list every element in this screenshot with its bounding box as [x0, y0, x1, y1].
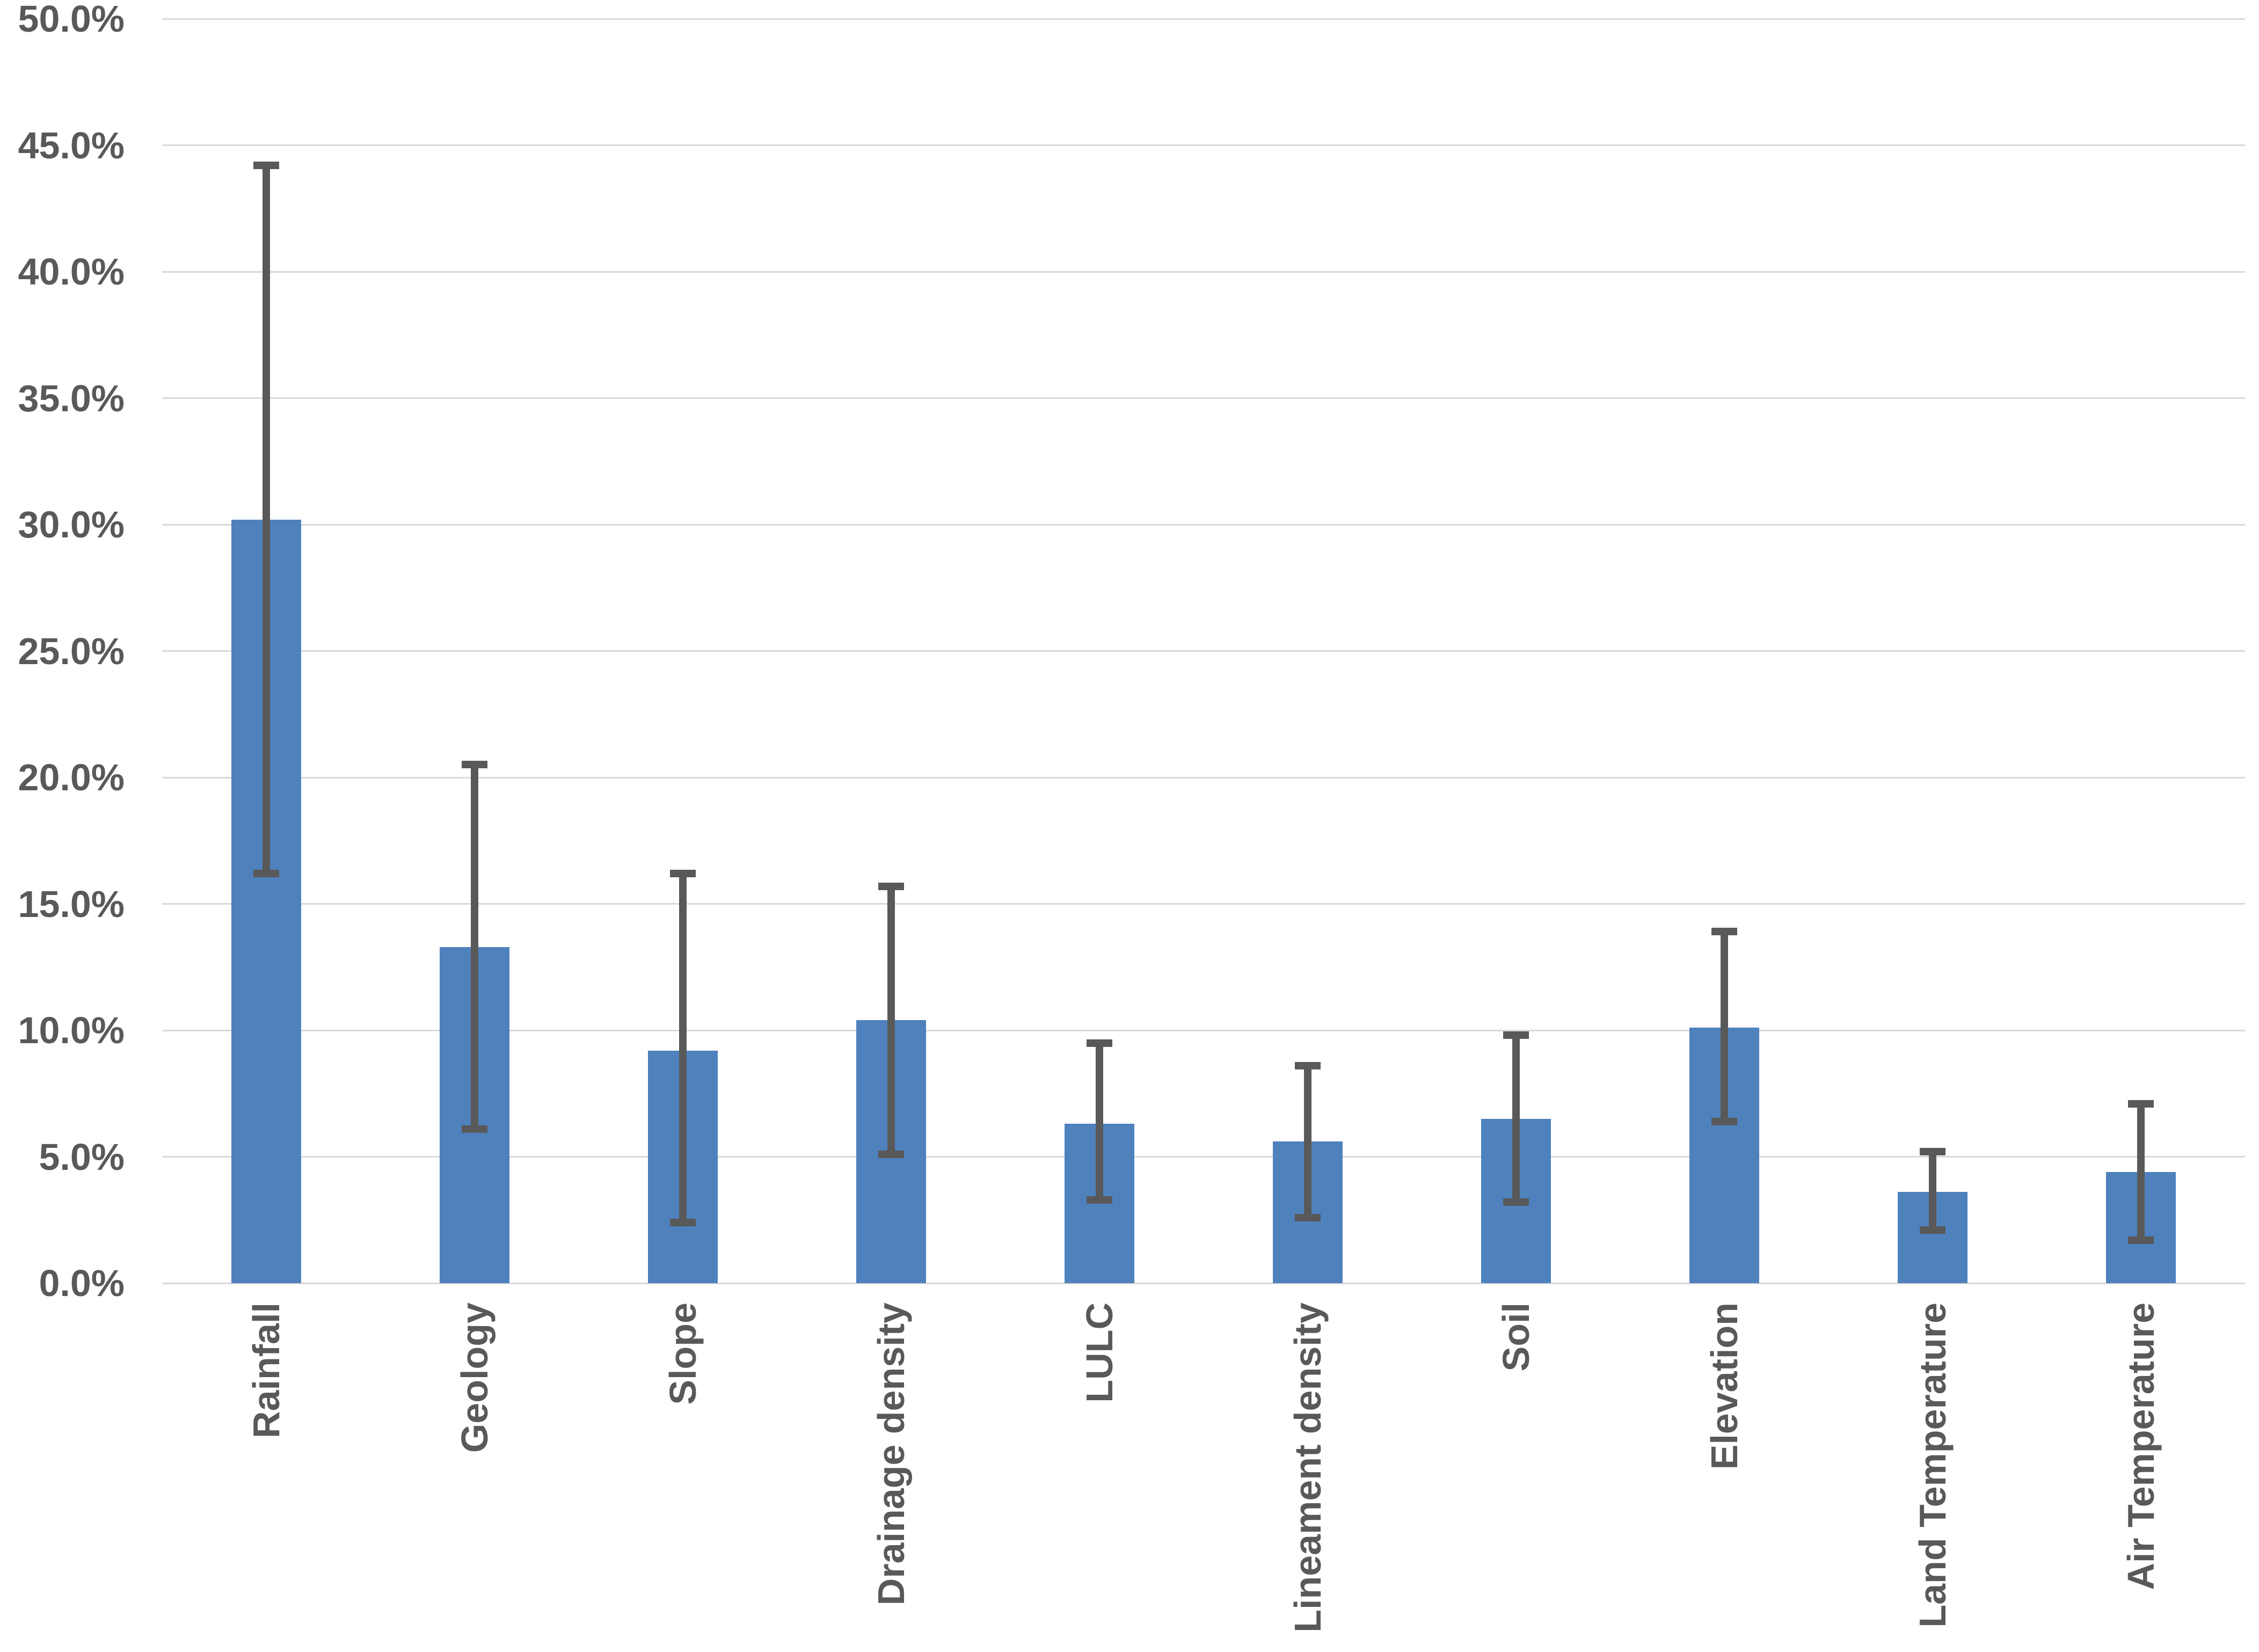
error-bar-cap-top	[1087, 1039, 1112, 1047]
y-tick-label-30.0%: 30.0%	[18, 504, 125, 545]
y-tick-label-40.0%: 40.0%	[18, 251, 125, 293]
gridline-45	[162, 144, 2245, 146]
y-tick-label-15.0%: 15.0%	[18, 883, 125, 925]
x-category-label-elevation: Elevation	[1703, 1302, 1745, 1470]
gridline-35	[162, 397, 2245, 399]
error-bar-cap-top	[1920, 1148, 1945, 1156]
y-tick-label-0.0%: 0.0%	[39, 1262, 125, 1304]
error-bar-cap-bottom	[2128, 1236, 2154, 1244]
x-category-label-land-temperature: Land Temperature	[1912, 1302, 1954, 1628]
y-tick-label-50.0%: 50.0%	[18, 0, 125, 40]
error-bar-cap-bottom	[1503, 1198, 1529, 1206]
error-bar-cap-top	[253, 162, 279, 170]
error-bar-line	[1512, 1035, 1520, 1203]
x-category-label-air-temperature: Air Temperature	[2120, 1302, 2162, 1590]
bar-column-slope	[579, 19, 787, 1283]
x-category-label-drainage-density: Drainage density	[870, 1302, 912, 1606]
y-tick-label-35.0%: 35.0%	[18, 377, 125, 419]
y-tick-label-20.0%: 20.0%	[18, 756, 125, 798]
error-bar-line	[471, 765, 478, 1129]
bar-column-geology	[370, 19, 579, 1283]
error-bar-cap-top	[878, 882, 904, 890]
x-category-label-lineament-density: Lineament density	[1287, 1302, 1329, 1633]
gridline-40	[162, 271, 2245, 273]
error-bar-line	[2137, 1103, 2145, 1240]
y-tick-label-25.0%: 25.0%	[18, 630, 125, 672]
x-category-label-soil: Soil	[1495, 1302, 1537, 1372]
error-bar-cap-bottom	[462, 1125, 487, 1133]
error-bar-cap-bottom	[1711, 1117, 1737, 1125]
bar-column-rainfall	[162, 19, 370, 1283]
bar-column-lulc	[995, 19, 1204, 1283]
bar-column-drainage-density	[787, 19, 995, 1283]
gridline-10	[162, 1029, 2245, 1031]
x-category-label-lulc: LULC	[1079, 1302, 1120, 1403]
error-bar-line	[1721, 931, 1728, 1122]
gridline-15	[162, 903, 2245, 905]
error-bar-cap-bottom	[253, 869, 279, 877]
error-bar-cap-top	[1295, 1061, 1321, 1069]
y-tick-label-10.0%: 10.0%	[18, 1009, 125, 1051]
error-bar-line	[1929, 1152, 1936, 1231]
error-bar-cap-bottom	[670, 1218, 696, 1226]
bar-column-air-temperature	[2037, 19, 2245, 1283]
bar-column-soil	[1412, 19, 1620, 1283]
error-bar-cap-bottom	[1920, 1226, 1945, 1234]
error-bar-cap-top	[670, 869, 696, 877]
error-bar-cap-top	[1503, 1031, 1529, 1039]
error-bar-cap-bottom	[878, 1150, 904, 1158]
bar-column-elevation	[1620, 19, 1828, 1283]
gridline-50	[162, 18, 2245, 20]
error-bar-line	[263, 165, 270, 874]
error-bar-cap-bottom	[1295, 1213, 1321, 1221]
y-tick-label-5.0%: 5.0%	[39, 1136, 125, 1178]
x-category-label-slope: Slope	[662, 1302, 704, 1405]
bar-column-land-temperature	[1828, 19, 2037, 1283]
gridline-25	[162, 650, 2245, 652]
x-category-label-geology: Geology	[454, 1302, 495, 1453]
gridline-20	[162, 776, 2245, 778]
error-bar-line	[1304, 1065, 1311, 1218]
gridline-5	[162, 1156, 2245, 1158]
error-bar-cap-bottom	[1087, 1196, 1112, 1204]
plot-area	[162, 18, 2245, 1284]
error-bar-line	[1096, 1043, 1103, 1200]
error-bar-cap-top	[462, 761, 487, 769]
x-category-label-rainfall: Rainfall	[245, 1302, 287, 1438]
error-bar-line	[887, 886, 895, 1154]
error-bar-cap-top	[2128, 1100, 2154, 1108]
error-bar-line	[679, 874, 687, 1222]
x-axis: Rainfall Geology Slope Drainage density LULC…	[162, 1302, 2245, 1652]
bar-column-lineament-density	[1204, 19, 1412, 1283]
error-bar-cap-top	[1711, 928, 1737, 936]
y-axis: 0.0% 5.0% 10.0% 15.0% 20.0% 25.0% 30.0% 35.0% 40…	[0, 0, 125, 1304]
gridline-30	[162, 523, 2245, 526]
y-tick-label-45.0%: 45.0%	[18, 124, 125, 166]
gridline-0	[162, 1282, 2245, 1284]
